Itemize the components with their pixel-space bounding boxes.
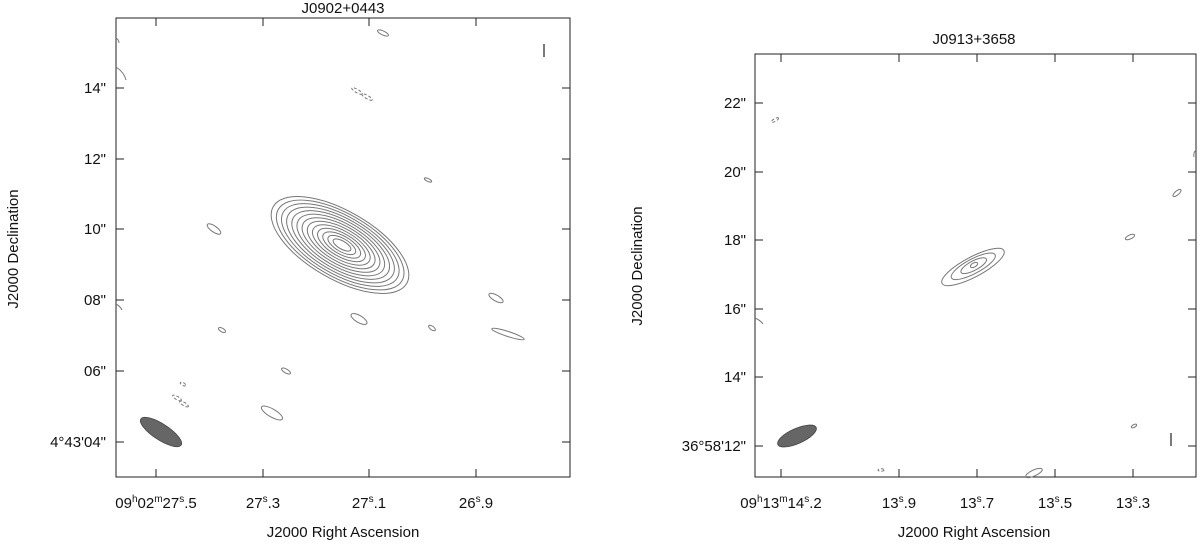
noise-contour [1130, 423, 1138, 429]
panel-2-source-contours [941, 247, 1005, 287]
panel-2-x-ticklabels: 09h13m14s.2 13s.9 13s.7 13s.5 13s.3 [740, 494, 1150, 512]
noise-contour [260, 405, 284, 421]
source-contour-level [306, 220, 376, 270]
source-contour-level [941, 247, 1005, 287]
source-contour-level [317, 227, 366, 263]
panel-2-xtick-label: 13s.9 [882, 494, 916, 512]
source-contour-level [327, 234, 357, 256]
negative-contour [179, 381, 187, 387]
panel-2-ytick-label: 22" [724, 95, 746, 112]
panel-1-xtick-label: 27s.3 [246, 494, 280, 512]
panel-1-frame [115, 17, 571, 478]
panel-2-frame [754, 53, 1197, 478]
panel-1-source-contours [270, 196, 410, 294]
panel-2: J0913+3658 22" 20" 18" 16" 14" 36°58'12" [629, 31, 1197, 541]
noise-contour [115, 37, 120, 44]
noise-contour [206, 223, 222, 235]
panel-1: J0902+0443 14" 12" 10" 08" 06" 4°43'04" [5, 0, 571, 541]
source-contour-level [950, 252, 996, 281]
panel-2-negative-contours [770, 117, 885, 472]
negative-contour [361, 93, 373, 101]
panel-2-xtick-label: 13s.5 [1038, 494, 1072, 512]
panel-2-x-tickmarks [780, 54, 1134, 477]
panel-1-negative-contours [172, 87, 373, 408]
panel-1-ytick-label: 14" [84, 80, 106, 97]
panel-1-ytick-label: 10" [84, 221, 106, 238]
panel-2-y-ticklabels: 22" 20" 18" 16" 14" 36°58'12" [682, 95, 746, 455]
noise-contour [281, 367, 291, 375]
negative-contour [172, 394, 182, 402]
source-contour-level [332, 238, 352, 252]
panel-2-y-tickmarks [755, 102, 1196, 447]
panel-1-x-axis-label: J2000 Right Ascension [267, 524, 420, 541]
panel-2-x-axis-label: J2000 Right Ascension [898, 524, 1051, 541]
panel-2-ytick-label: 36°58'12" [682, 438, 746, 455]
noise-contour [488, 292, 504, 304]
noise-contour [115, 66, 127, 81]
panel-1-y-tickmarks [116, 87, 570, 443]
panel-2-ytick-label: 14" [724, 369, 746, 386]
panel-2-noise-contours [754, 149, 1197, 479]
source-contour-level [296, 213, 386, 277]
panel-2-y-axis-label: J2000 Declination [629, 206, 646, 325]
source-contour-level [286, 206, 395, 284]
source-contour-level [275, 199, 405, 291]
noise-contour [115, 303, 123, 311]
panel-1-xtick-label: 09h02m27s.5 [115, 494, 196, 512]
noise-contour [428, 324, 436, 332]
panel-1-beam [140, 416, 182, 448]
negative-contour [351, 87, 363, 95]
source-contour-level [291, 210, 391, 280]
noise-contour [1172, 188, 1182, 198]
negative-contour [877, 468, 885, 472]
noise-contour [376, 29, 390, 37]
panel-2-ytick-label: 16" [724, 301, 746, 318]
negative-contour [179, 400, 189, 408]
panel-2-xtick-label: 09h13m14s.2 [740, 494, 821, 512]
panel-1-ytick-label: 4°43'04" [50, 434, 106, 451]
noise-contour [1193, 149, 1197, 158]
panel-1-xtick-label: 26s.9 [459, 494, 493, 512]
panel-1-x-tickmarks [155, 18, 477, 477]
noise-contour [1025, 467, 1043, 479]
source-contour-level [960, 257, 988, 275]
source-contour-level [322, 231, 362, 259]
panel-1-ytick-label: 08" [84, 292, 106, 309]
panel-1-y-ticklabels: 14" 12" 10" 08" 06" 4°43'04" [50, 80, 106, 451]
panel-1-ytick-label: 12" [84, 151, 106, 168]
negative-contour [770, 117, 780, 123]
noise-contour [491, 327, 525, 341]
panel-1-noise-contours [115, 29, 525, 421]
panel-1-xtick-label: 27s.1 [352, 494, 386, 512]
panel-1-title: J0902+0443 [302, 0, 385, 17]
source-contour-level [301, 217, 381, 273]
panel-2-ytick-label: 20" [724, 164, 746, 181]
source-contour-level [280, 203, 400, 287]
source-contour-level [311, 224, 371, 266]
noise-contour [423, 177, 433, 183]
panel-1-y-axis-label: J2000 Declination [5, 189, 22, 308]
noise-contour [217, 326, 227, 334]
noise-contour [350, 313, 368, 325]
source-contour-level [969, 261, 979, 269]
panel-2-xtick-label: 13s.7 [960, 494, 994, 512]
noise-contour [754, 317, 764, 325]
source-contour-level [270, 196, 410, 294]
noise-contour [1124, 233, 1136, 241]
panel-1-x-ticklabels: 09h02m27s.5 27s.3 27s.1 26s.9 [115, 494, 493, 512]
panel-2-title: J0913+3658 [933, 31, 1016, 48]
panel-2-xtick-label: 13s.3 [1116, 494, 1150, 512]
panel-2-ytick-label: 18" [724, 232, 746, 249]
panel-2-beam [777, 424, 817, 448]
panel-1-ytick-label: 06" [84, 363, 106, 380]
